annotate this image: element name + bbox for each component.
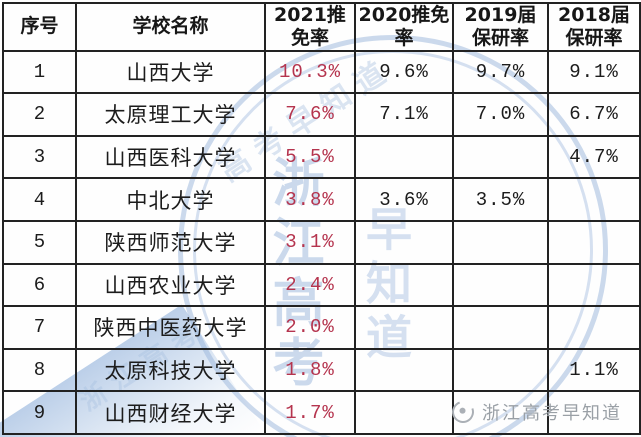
rate-2018-cell: [547, 219, 641, 265]
col-header-2018-rate: 2018届保研率: [547, 2, 641, 52]
school-name-cell: 太原科技大学: [75, 347, 266, 393]
table-row: 6 山西农业大学 2.4%: [2, 262, 641, 308]
rate-2018-cell: [547, 390, 641, 435]
rate-2020-cell: [354, 305, 454, 350]
school-name-cell: 陕西师范大学: [75, 219, 266, 265]
rate-2020-cell: [354, 219, 454, 265]
rate-2021-cell: 3.1%: [264, 219, 356, 265]
school-name-cell: 山西大学: [75, 49, 266, 95]
rate-2019-cell: [452, 347, 549, 393]
rate-2019-cell: 9.7%: [452, 49, 549, 95]
rate-2018-cell: [547, 177, 641, 222]
table-row: 9 山西财经大学 1.7%: [2, 390, 641, 435]
table-row: 4 中北大学 3.8% 3.6% 3.5%: [2, 177, 641, 222]
rate-2018-cell: 1.1%: [547, 347, 641, 393]
rate-2018-cell: 9.1%: [547, 49, 641, 95]
rate-2018-cell: [547, 262, 641, 308]
rate-2020-cell: 9.6%: [354, 49, 454, 95]
row-index-cell: 7: [2, 305, 77, 350]
school-name-cell: 太原理工大学: [75, 92, 266, 137]
rate-2019-cell: [452, 134, 549, 180]
rate-2019-cell: [452, 390, 549, 435]
row-index-cell: 5: [2, 219, 77, 265]
rate-2019-cell: 3.5%: [452, 177, 549, 222]
row-index-cell: 3: [2, 134, 77, 180]
rate-2021-cell: 2.4%: [264, 262, 356, 308]
row-index-cell: 4: [2, 177, 77, 222]
rate-2019-cell: [452, 305, 549, 350]
table-row: 1 山西大学 10.3% 9.6% 9.7% 9.1%: [2, 49, 641, 95]
rate-2019-cell: [452, 219, 549, 265]
school-name-cell: 山西财经大学: [75, 390, 266, 435]
rate-2020-cell: [354, 390, 454, 435]
header-row: 序号 学校名称 2021推免率 2020推免率 2019届保研率 2018届保研…: [2, 2, 641, 52]
table-row: 3 山西医科大学 5.5% 4.7%: [2, 134, 641, 180]
col-header-school: 学校名称: [75, 2, 266, 52]
rate-2020-cell: 3.6%: [354, 177, 454, 222]
rate-2019-cell: [452, 262, 549, 308]
table-row: 7 陕西中医药大学 2.0%: [2, 305, 641, 350]
rate-2020-cell: [354, 134, 454, 180]
table-row: 5 陕西师范大学 3.1%: [2, 219, 641, 265]
rate-2018-cell: 6.7%: [547, 92, 641, 137]
school-name-cell: 山西农业大学: [75, 262, 266, 308]
rate-2021-cell: 7.6%: [264, 92, 356, 137]
rate-2019-cell: 7.0%: [452, 92, 549, 137]
col-header-2020-rate: 2020推免率: [354, 2, 454, 52]
rate-2021-cell: 1.7%: [264, 390, 356, 435]
row-index-cell: 1: [2, 49, 77, 95]
rate-2020-cell: 7.1%: [354, 92, 454, 137]
row-index-cell: 2: [2, 92, 77, 137]
rate-2020-cell: [354, 347, 454, 393]
school-name-cell: 山西医科大学: [75, 134, 266, 180]
school-name-cell: 中北大学: [75, 177, 266, 222]
table-row: 8 太原科技大学 1.8% 1.1%: [2, 347, 641, 393]
rate-2021-cell: 1.8%: [264, 347, 356, 393]
col-header-2021-rate: 2021推免率: [264, 2, 356, 52]
col-header-2019-rate: 2019届保研率: [452, 2, 549, 52]
rate-2018-cell: 4.7%: [547, 134, 641, 180]
rate-2018-cell: [547, 305, 641, 350]
col-header-index: 序号: [2, 2, 77, 52]
row-index-cell: 6: [2, 262, 77, 308]
table-row: 2 太原理工大学 7.6% 7.1% 7.0% 6.7%: [2, 92, 641, 137]
row-index-cell: 8: [2, 347, 77, 393]
rate-2021-cell: 3.8%: [264, 177, 356, 222]
school-name-cell: 陕西中医药大学: [75, 305, 266, 350]
rate-2020-cell: [354, 262, 454, 308]
rate-2021-cell: 5.5%: [264, 134, 356, 180]
row-index-cell: 9: [2, 390, 77, 435]
rate-2021-cell: 10.3%: [264, 49, 356, 95]
rate-2021-cell: 2.0%: [264, 305, 356, 350]
table-body: 1 山西大学 10.3% 9.6% 9.7% 9.1% 2 太原理工大学 7.6% 7.1% 7.0…: [2, 49, 641, 435]
